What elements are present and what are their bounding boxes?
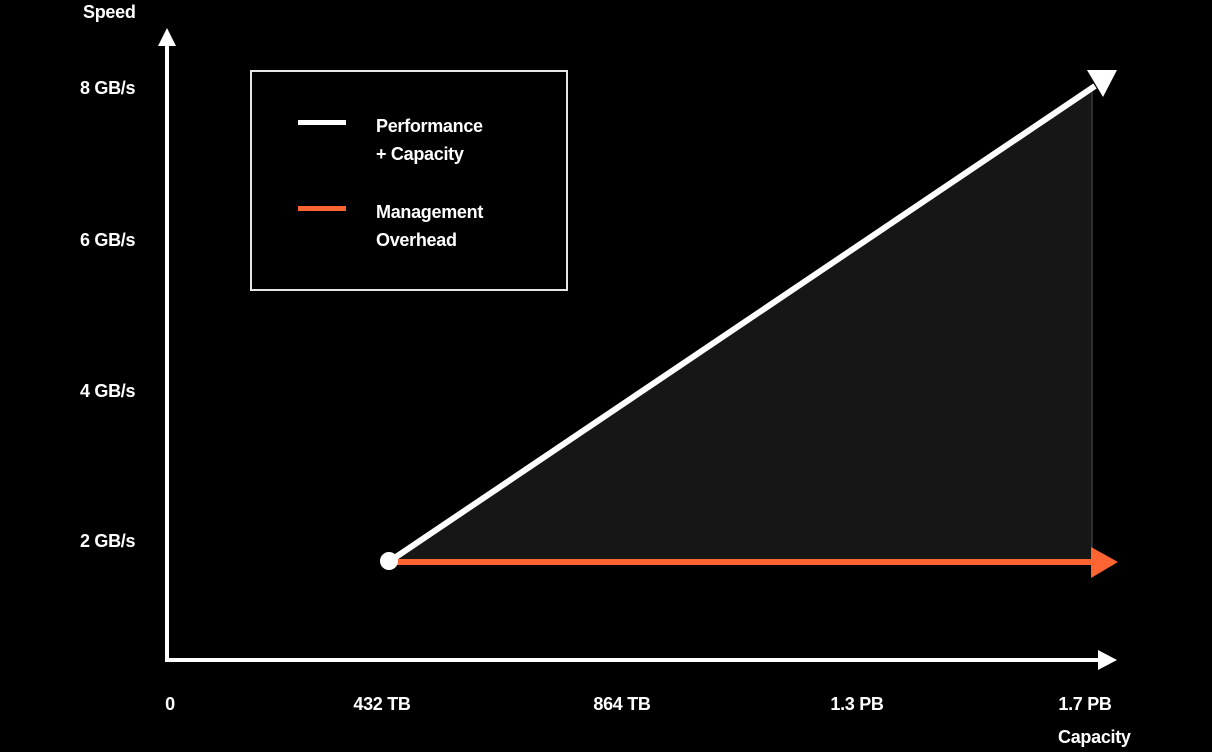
x-tick-label: 0 [165, 694, 175, 714]
y-tick-label: 2 GB/s [80, 531, 136, 551]
x-tick-label: 432 TB [353, 694, 411, 714]
legend-label-line: Performance [376, 116, 483, 136]
series-performance-capacity-line [388, 83, 1097, 564]
orange-arrow-head-icon [1091, 547, 1118, 578]
legend-label: Performance + Capacity [376, 112, 556, 168]
white-arrow-head-icon [1087, 70, 1117, 97]
x-tick-label: 864 TB [593, 694, 651, 714]
legend-label-line: Overhead [376, 230, 457, 250]
legend-label-line: + Capacity [376, 144, 464, 164]
legend-swatch-orange [298, 206, 346, 211]
series-start-dot [380, 552, 398, 570]
chart-legend: Performance + Capacity Management Overhe… [250, 70, 568, 291]
x-tick-label: 1.7 PB [1058, 694, 1112, 714]
legend-label: Management Overhead [376, 198, 556, 254]
x-axis-title: Capacity [1058, 727, 1131, 747]
x-axis-arrow-icon [1098, 650, 1117, 670]
legend-item-performance-capacity: Performance + Capacity [298, 112, 556, 168]
y-axis-title: Speed [83, 2, 136, 22]
y-tick-label: 8 GB/s [80, 78, 136, 98]
y-tick-label: 4 GB/s [80, 381, 136, 401]
legend-swatch-white [298, 120, 346, 125]
legend-item-management-overhead: Management Overhead [298, 198, 556, 254]
y-tick-label: 6 GB/s [80, 230, 136, 250]
x-tick-label: 1.3 PB [830, 694, 884, 714]
legend-label-line: Management [376, 202, 484, 222]
y-axis-arrow-icon [158, 28, 176, 46]
